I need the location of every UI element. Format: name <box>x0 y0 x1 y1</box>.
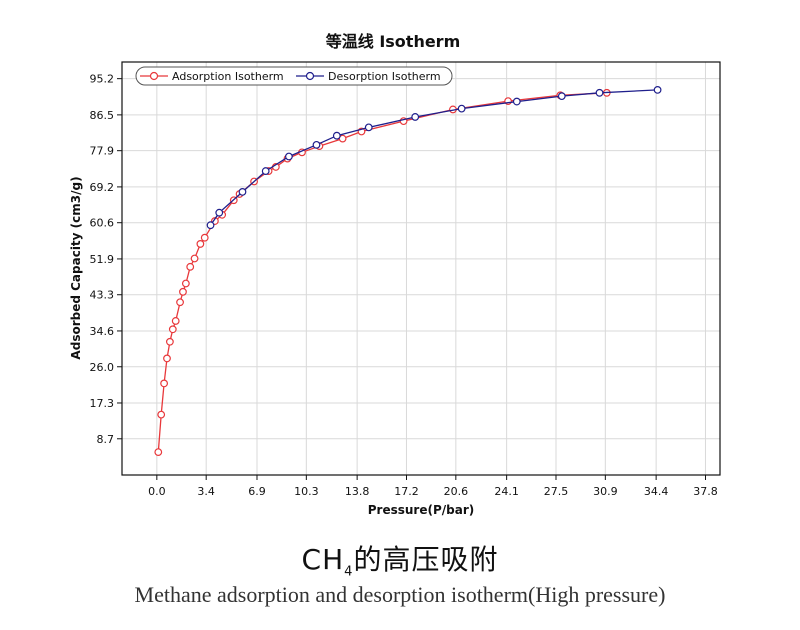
x-tick-label: 34.4 <box>644 485 669 498</box>
x-tick-label: 27.5 <box>544 485 569 498</box>
x-tick-label: 30.9 <box>593 485 618 498</box>
x-tick-label: 13.8 <box>345 485 370 498</box>
y-axis-label: Adsorbed Capacity (cm3/g) <box>69 176 83 359</box>
caption-cn-subscript: 4 <box>344 564 354 580</box>
x-tick-label: 37.8 <box>693 485 718 498</box>
isotherm-chart: 等温线 Isotherm 0.0 3.4 6.9 10.3 13.8 17.2 20.6 24… <box>69 32 721 517</box>
adsorption-point <box>154 448 163 457</box>
axis-ticks: 0.0 3.4 6.9 10.3 13.8 17.2 20.6 24.1 27.5 30.9 34.… <box>90 73 718 498</box>
y-tick-label: 60.6 <box>90 217 115 230</box>
adsorption-point <box>196 240 205 248</box>
y-tick-label: 17.3 <box>90 397 115 410</box>
adsorption-line <box>157 92 607 453</box>
adsorption-point <box>165 337 174 346</box>
desorption-point <box>238 187 247 196</box>
legend-label-adsorption: Adsorption Isotherm <box>172 70 284 83</box>
adsorption-point <box>176 298 184 307</box>
legend-marker-desorption <box>305 71 315 81</box>
legend-box <box>135 66 453 86</box>
series-layer <box>154 85 662 457</box>
x-tick-label: 17.2 <box>394 485 419 498</box>
y-tick-label: 86.5 <box>90 109 115 122</box>
series-desorption <box>206 85 662 230</box>
adsorption-point <box>186 262 195 271</box>
y-tick-label: 34.6 <box>90 325 115 338</box>
grid-layer <box>122 62 720 475</box>
desorption-point <box>215 208 224 217</box>
series-adsorption <box>154 88 611 457</box>
desorption-point <box>595 88 604 97</box>
desorption-point <box>512 97 521 106</box>
desorption-point <box>557 92 566 101</box>
chart-title: 等温线 Isotherm <box>325 32 461 51</box>
adsorption-point <box>171 317 180 325</box>
y-tick-label: 8.7 <box>97 433 115 446</box>
desorption-point <box>206 221 215 230</box>
x-axis-label: Pressure(P/bar) <box>368 503 475 517</box>
adsorption-point <box>179 287 187 296</box>
desorption-point <box>285 152 293 161</box>
y-tick-label: 69.2 <box>90 181 115 194</box>
adsorption-point <box>163 354 171 363</box>
x-tick-label: 20.6 <box>444 485 469 498</box>
legend-label-desorption: Desorption Isotherm <box>328 70 441 83</box>
desorption-point <box>261 167 270 175</box>
legend-marker-adsorption <box>149 71 159 81</box>
desorption-point <box>411 113 420 121</box>
adsorption-point <box>181 279 190 288</box>
x-tick-label: 24.1 <box>494 485 519 498</box>
desorption-point <box>364 123 373 132</box>
desorption-point <box>457 104 466 113</box>
x-tick-label: 6.9 <box>248 485 266 498</box>
caption-cn-prefix: CH <box>301 543 345 576</box>
desorption-point <box>332 131 341 140</box>
adsorption-point <box>160 379 168 388</box>
adsorption-point <box>168 325 177 334</box>
y-tick-label: 77.9 <box>90 145 115 158</box>
y-tick-label: 95.2 <box>90 73 115 86</box>
y-tick-label: 51.9 <box>90 253 115 266</box>
caption-cn-suffix: 的高压吸附 <box>353 543 499 576</box>
x-tick-label: 3.4 <box>197 485 215 498</box>
desorption-point <box>653 85 662 94</box>
adsorption-point <box>157 410 166 419</box>
x-tick-label: 0.0 <box>148 485 166 498</box>
caption-chinese: CH4的高压吸附 <box>0 538 800 580</box>
adsorption-point <box>200 233 209 242</box>
desorption-point <box>312 140 321 149</box>
x-tick-label: 10.3 <box>294 485 319 498</box>
desorption-line <box>209 89 658 226</box>
caption-english: Methane adsorption and desorption isothe… <box>134 582 666 607</box>
legend: Adsorption Isotherm Desorption Isotherm <box>135 66 453 86</box>
y-tick-label: 43.3 <box>90 289 115 302</box>
y-tick-label: 26.0 <box>90 361 115 374</box>
adsorption-point <box>190 254 199 263</box>
plot-area-frame <box>121 61 721 476</box>
